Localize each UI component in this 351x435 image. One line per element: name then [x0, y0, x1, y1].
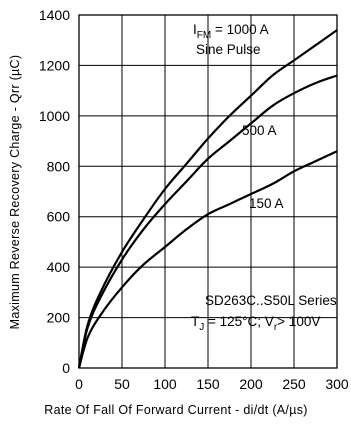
y-tick-label: 600	[47, 209, 71, 225]
annotation-conditions: TJ = 125°C; Vr> 100V	[191, 314, 320, 333]
y-tick-label: 1400	[39, 7, 70, 23]
x-tick-label: 0	[75, 376, 83, 392]
y-tick-label: 800	[47, 158, 71, 174]
y-tick-label: 1000	[39, 108, 70, 124]
y-tick-labels: 0 200 400 600 800 1000 1200 1400	[39, 7, 70, 376]
x-tick-label: 150	[196, 376, 220, 392]
curve-500a	[77, 74, 338, 369]
y-tick-label: 200	[47, 310, 71, 326]
x-tick-label: 300	[325, 376, 349, 392]
annotation-series: SD263C..S50L Series	[205, 293, 337, 308]
label-500a: 500 A	[242, 123, 277, 138]
y-tick-label: 1200	[39, 57, 70, 73]
y-tick-label: 0	[62, 360, 70, 376]
annotation-sine-pulse: Sine Pulse	[196, 42, 261, 57]
curve-1000a	[77, 29, 338, 369]
x-tick-label: 50	[114, 376, 130, 392]
y-tick-label: 400	[47, 259, 71, 275]
y-axis-label: Maximum Reverse Recovery Charge - Qrr (µ…	[8, 55, 22, 330]
x-tick-label: 250	[282, 376, 306, 392]
x-tick-label: 100	[153, 376, 177, 392]
x-tick-label: 200	[239, 376, 263, 392]
x-tick-labels: 0 50 100 150 200 250 300	[75, 376, 349, 392]
label-150a: 150 A	[249, 196, 284, 211]
x-axis-label: Rate Of Fall Of Forward Current - di/dt …	[44, 403, 307, 417]
curves	[77, 29, 338, 369]
annotation-ifm: IFM = 1000 A	[193, 22, 269, 41]
grid	[79, 15, 337, 368]
plot-frame	[78, 14, 338, 369]
curve-150a	[77, 150, 338, 369]
